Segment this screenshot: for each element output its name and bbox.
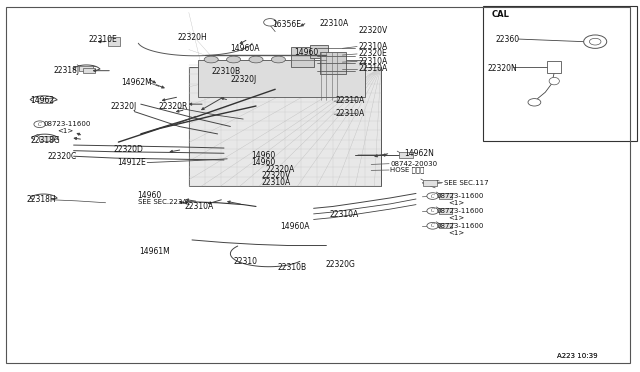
Text: 14960: 14960 xyxy=(252,158,276,167)
Ellipse shape xyxy=(271,56,285,63)
Bar xyxy=(83,68,95,73)
Text: 22360: 22360 xyxy=(496,35,520,44)
Text: HOSE ホース: HOSE ホース xyxy=(390,167,425,173)
Bar xyxy=(108,37,120,46)
Text: 22318G: 22318G xyxy=(30,136,60,145)
Circle shape xyxy=(589,38,601,45)
Text: <1>: <1> xyxy=(448,215,464,221)
Text: 22310A: 22310A xyxy=(320,19,349,28)
Text: C: C xyxy=(431,193,435,199)
Text: 14960: 14960 xyxy=(138,191,162,200)
Bar xyxy=(483,6,637,141)
Text: 22320R: 22320R xyxy=(159,102,188,110)
Text: 22310A: 22310A xyxy=(261,178,291,187)
Text: 16356E: 16356E xyxy=(272,20,301,29)
Text: SEE SEC.223A: SEE SEC.223A xyxy=(138,199,187,205)
Text: 22320J: 22320J xyxy=(230,76,257,84)
Text: A223 10:39: A223 10:39 xyxy=(557,353,597,359)
Text: 08723-11600: 08723-11600 xyxy=(436,193,484,199)
Text: 14960: 14960 xyxy=(252,151,276,160)
Circle shape xyxy=(427,193,438,199)
Text: 22318J: 22318J xyxy=(53,66,79,75)
Text: 22310A: 22310A xyxy=(336,96,365,105)
Ellipse shape xyxy=(549,77,559,85)
Text: 22320D: 22320D xyxy=(114,145,144,154)
Text: 22318H: 22318H xyxy=(27,195,56,204)
Text: 22320G: 22320G xyxy=(325,260,355,269)
Bar xyxy=(547,61,561,73)
Text: <1>: <1> xyxy=(58,128,74,134)
Text: 08723-11600: 08723-11600 xyxy=(44,121,91,127)
Bar xyxy=(320,52,346,74)
Bar xyxy=(79,66,93,71)
Text: 08742-20030: 08742-20030 xyxy=(390,161,438,167)
Text: 14960A: 14960A xyxy=(230,44,260,53)
Ellipse shape xyxy=(227,56,241,63)
Text: C: C xyxy=(431,208,435,214)
Circle shape xyxy=(528,99,541,106)
Text: 22310A: 22310A xyxy=(336,109,365,118)
Text: 22320V: 22320V xyxy=(358,26,388,35)
Circle shape xyxy=(264,19,276,26)
Text: 22320J: 22320J xyxy=(110,102,136,110)
Ellipse shape xyxy=(204,56,218,63)
Text: CAL: CAL xyxy=(492,10,509,19)
Text: 22320N: 22320N xyxy=(488,64,517,73)
Text: C: C xyxy=(431,223,435,228)
Circle shape xyxy=(584,35,607,48)
Text: 22310B: 22310B xyxy=(211,67,241,76)
Circle shape xyxy=(427,222,438,229)
Text: 22310A: 22310A xyxy=(358,64,388,73)
Text: 22310A: 22310A xyxy=(358,57,388,66)
Bar xyxy=(438,223,452,228)
Text: 22320C: 22320C xyxy=(48,153,77,161)
Text: 14962N: 14962N xyxy=(404,149,435,158)
Text: 14961M: 14961M xyxy=(140,247,170,256)
Bar xyxy=(39,136,53,141)
Text: 08723-11600: 08723-11600 xyxy=(436,208,484,214)
Text: 22320A: 22320A xyxy=(266,165,295,174)
Bar xyxy=(38,98,52,103)
Bar xyxy=(310,45,328,58)
Bar xyxy=(189,67,381,186)
Circle shape xyxy=(34,121,45,128)
Bar xyxy=(291,46,314,67)
Text: 14962: 14962 xyxy=(30,96,54,105)
Text: 22320V: 22320V xyxy=(261,171,291,180)
Text: SEE SEC.117: SEE SEC.117 xyxy=(444,180,488,186)
Text: 22320H: 22320H xyxy=(178,33,207,42)
Bar xyxy=(399,153,413,158)
Text: 22310A: 22310A xyxy=(358,42,388,51)
Circle shape xyxy=(427,208,438,214)
Text: 14960A: 14960A xyxy=(280,222,310,231)
Bar xyxy=(438,193,452,199)
Text: A223 10:39: A223 10:39 xyxy=(557,353,597,359)
Text: <1>: <1> xyxy=(448,200,464,206)
Text: 22310A: 22310A xyxy=(184,202,214,211)
Ellipse shape xyxy=(249,56,263,63)
Text: <1>: <1> xyxy=(448,230,464,235)
Text: 14962M: 14962M xyxy=(122,78,152,87)
Text: 14912E: 14912E xyxy=(117,158,146,167)
Text: 22310B: 22310B xyxy=(277,263,307,272)
Text: 22310A: 22310A xyxy=(330,210,359,219)
Text: 22320E: 22320E xyxy=(358,49,387,58)
Bar xyxy=(423,180,437,186)
Text: 22310E: 22310E xyxy=(88,35,117,44)
Text: 14960: 14960 xyxy=(294,48,319,57)
Bar xyxy=(198,60,365,97)
Bar xyxy=(438,208,452,214)
Text: 08723-11600: 08723-11600 xyxy=(436,223,484,229)
Text: C: C xyxy=(38,122,42,127)
Text: 22310: 22310 xyxy=(234,257,258,266)
